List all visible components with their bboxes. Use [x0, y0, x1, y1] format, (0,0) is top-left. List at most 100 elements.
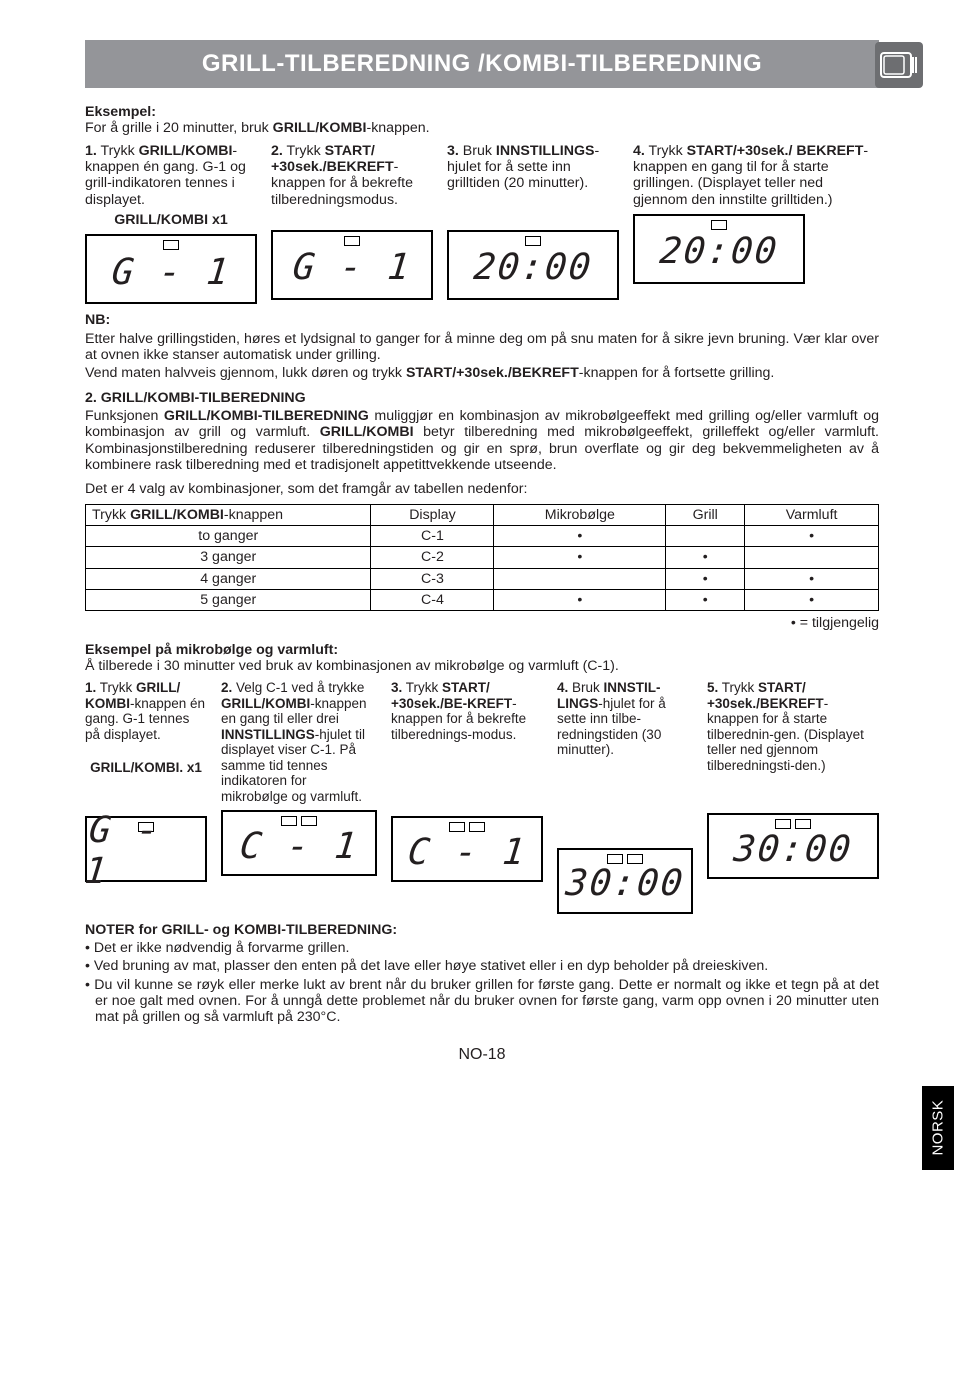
- t: -knappen: [224, 507, 283, 523]
- t: For å grille i 20 minutter, bruk: [85, 120, 273, 136]
- t: GRILL/KOMBI: [221, 696, 310, 711]
- table-row: 5 gangerC-4•••: [86, 589, 879, 610]
- n: 5.: [707, 680, 718, 695]
- td: 4 ganger: [86, 568, 371, 589]
- th: Varmluft: [745, 504, 879, 525]
- page-title: GRILL-TILBEREDNING /KOMBI-TILBEREDNING: [202, 50, 762, 78]
- t: Trykk: [287, 143, 325, 159]
- th: Display: [371, 504, 494, 525]
- display-value: G - 1: [291, 247, 414, 288]
- n: 3.: [447, 143, 459, 159]
- table-header-row: Trykk GRILL/KOMBI-knappen Display Mikrob…: [86, 504, 879, 525]
- step-1: 1. Trykk GRILL/KOMBI-knappen én gang. G-…: [85, 143, 257, 305]
- t: GRILL/KOMBI: [130, 507, 224, 523]
- grill-icon: [163, 240, 179, 250]
- td: C-2: [371, 547, 494, 568]
- nb-p2: Vend maten halvveis gjennom, lukk døren …: [85, 365, 879, 381]
- display-box: 30:00: [707, 813, 879, 879]
- grill-icon: [525, 236, 541, 246]
- t: Trykk: [101, 143, 139, 159]
- display-value: C - 1: [406, 832, 529, 873]
- example2-label: Eksempel på mikrobølge og varmluft:: [85, 642, 879, 658]
- td: •: [666, 589, 745, 610]
- t: Velg C-1 ved å trykke: [236, 680, 364, 695]
- t: Trykk: [722, 680, 758, 695]
- td: C-4: [371, 589, 494, 610]
- display-value: 20:00: [472, 247, 595, 288]
- display-box: 30:00: [557, 848, 693, 914]
- t: INNSTILLINGS: [496, 143, 595, 159]
- n: 2.: [271, 143, 283, 159]
- n: 1.: [85, 680, 96, 695]
- example2-steps: 1. Trykk GRILL/ KOMBI-knappen én gang. G…: [85, 680, 879, 914]
- microwave-badge-icon: [875, 42, 923, 88]
- display-box: G - 1: [85, 816, 207, 882]
- note-item: Du vil kunne se røyk eller merke lukt av…: [85, 977, 879, 1026]
- display-value: 30:00: [564, 863, 687, 904]
- td: [745, 547, 879, 568]
- note-item: Det er ikke nødvendig å forvarme grillen…: [85, 940, 879, 956]
- language-label: NORSK: [929, 1100, 946, 1156]
- display-box: C - 1: [221, 810, 377, 876]
- display-value: 20:00: [658, 231, 781, 272]
- td: •: [745, 568, 879, 589]
- td: •: [494, 589, 666, 610]
- n: 2.: [221, 680, 232, 695]
- td: •: [494, 525, 666, 546]
- example1-steps: 1. Trykk GRILL/KOMBI-knappen én gang. G-…: [85, 143, 879, 305]
- grill-icon: [711, 220, 727, 230]
- grill-kombi-label: GRILL/KOMBI. x1: [85, 760, 207, 776]
- t: -knappen.: [366, 120, 429, 136]
- table-row: 4 gangerC-3••: [86, 568, 879, 589]
- page-header: GRILL-TILBEREDNING /KOMBI-TILBEREDNING: [85, 40, 879, 88]
- step-3: 3. Bruk INNSTILLINGS-hjulet for å sette …: [447, 143, 619, 305]
- t: GRILL/KOMBI-TILBEREDNING: [164, 408, 369, 424]
- display-value: G - 1: [83, 810, 210, 893]
- step-1: 1. Trykk GRILL/ KOMBI-knappen én gang. G…: [85, 680, 207, 914]
- notes-title: NOTER for GRILL- og KOMBI-TILBEREDNING:: [85, 922, 879, 938]
- display-box: C - 1: [391, 816, 543, 882]
- td: 3 ganger: [86, 547, 371, 568]
- n: 4.: [557, 680, 568, 695]
- micro-icon: [449, 822, 465, 832]
- t: GRILL/KOMBI: [273, 120, 367, 136]
- grill-kombi-label: GRILL/KOMBI x1: [85, 212, 257, 228]
- n: 1.: [85, 143, 97, 159]
- display-value: C - 1: [238, 826, 361, 867]
- language-tab: NORSK: [922, 1086, 954, 1170]
- td: C-3: [371, 568, 494, 589]
- step-4: 4. Trykk START/+30sek./ BEKREFT-knappen …: [633, 143, 879, 305]
- t: Trykk: [649, 143, 687, 159]
- example1-intro: For å grille i 20 minutter, bruk GRILL/K…: [85, 120, 879, 136]
- example1-label: Eksempel:: [85, 104, 879, 120]
- td: •: [745, 525, 879, 546]
- table-legend: • = tilgjengelig: [85, 615, 879, 631]
- t: Bruk: [463, 143, 496, 159]
- t: Funksjonen: [85, 408, 164, 424]
- t: Trykk: [406, 680, 442, 695]
- display-value: G - 1: [110, 252, 233, 293]
- td: •: [745, 589, 879, 610]
- table-row: to gangerC-1••: [86, 525, 879, 546]
- page-number: NO-18: [85, 1046, 879, 1064]
- n: 4.: [633, 143, 645, 159]
- notes-section: NOTER for GRILL- og KOMBI-TILBEREDNING: …: [85, 922, 879, 1026]
- step-5: 5. Trykk START/ +30sek./BEKREFT-knappen …: [707, 680, 879, 914]
- grill-icon: [344, 236, 360, 246]
- t: Trykk: [92, 507, 130, 523]
- td: 5 ganger: [86, 589, 371, 610]
- td: C-1: [371, 525, 494, 546]
- t: Vend maten halvveis gjennom, lukk døren …: [85, 365, 406, 381]
- th: Grill: [666, 504, 745, 525]
- example2-intro: Å tilberede i 30 minutter ved bruk av ko…: [85, 658, 879, 674]
- step-3: 3. Trykk START/ +30sek./BE-KREFT-knappen…: [391, 680, 543, 914]
- table-lead: Det er 4 valg av kombinasjoner, som det …: [85, 481, 879, 497]
- section2-body: Funksjonen GRILL/KOMBI-TILBEREDNING muli…: [85, 408, 879, 473]
- td: •: [666, 547, 745, 568]
- t: INNSTILLINGS: [221, 727, 315, 742]
- display-box: G - 1: [85, 234, 257, 304]
- display-box: 20:00: [447, 230, 619, 300]
- note-item: Ved bruning av mat, plasser den enten på…: [85, 958, 879, 974]
- t: GRILL/KOMBI: [320, 424, 414, 440]
- nb-p1: Etter halve grillingstiden, høres et lyd…: [85, 331, 879, 364]
